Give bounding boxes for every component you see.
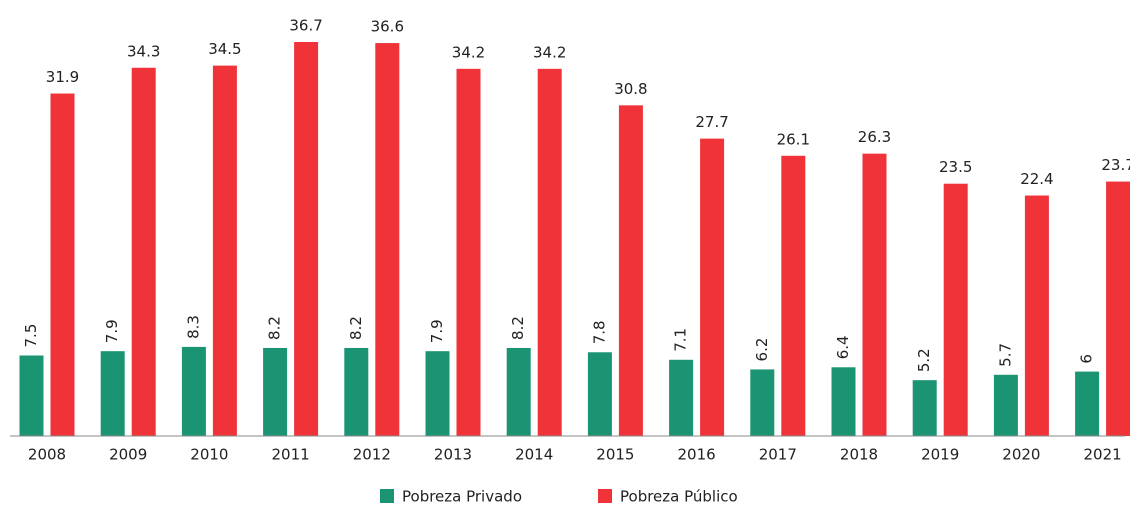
bar (294, 42, 319, 436)
value-label: 26.3 (858, 128, 891, 146)
x-tick-label: 2021 (1084, 446, 1122, 464)
value-label: 31.9 (46, 68, 79, 86)
bar (1075, 371, 1100, 436)
value-label: 34.2 (533, 43, 566, 61)
bar (375, 43, 400, 436)
bar (750, 369, 775, 436)
bar (831, 367, 856, 436)
x-tick-label: 2017 (759, 446, 797, 464)
legend-swatch (598, 489, 612, 503)
value-label: 30.8 (614, 80, 647, 98)
bar (700, 138, 725, 436)
bar (50, 93, 75, 436)
bar (456, 68, 481, 436)
bar (912, 380, 937, 436)
bar (19, 355, 44, 436)
value-label: 22.4 (1020, 170, 1053, 188)
value-label: 34.5 (208, 40, 241, 58)
bar (1106, 181, 1130, 436)
x-tick-label: 2011 (272, 446, 310, 464)
legend-label: Pobreza Público (620, 488, 738, 506)
value-label: 7.9 (103, 319, 121, 343)
value-label: 36.7 (289, 17, 322, 35)
x-tick-label: 2009 (109, 446, 147, 464)
bar (537, 68, 562, 436)
bar (862, 153, 887, 436)
value-label: 5.7 (996, 343, 1014, 367)
x-tick-label: 2015 (596, 446, 634, 464)
bar (212, 65, 237, 436)
value-label: 6.2 (753, 338, 771, 362)
value-label: 26.1 (777, 130, 810, 148)
bar (781, 155, 806, 436)
bar (506, 347, 531, 436)
value-label: 5.2 (915, 348, 933, 372)
value-label: 34.2 (452, 43, 485, 61)
bar (943, 183, 968, 436)
value-label: 8.3 (184, 315, 202, 339)
x-tick-label: 2016 (678, 446, 716, 464)
bar (425, 351, 450, 436)
value-label: 7.8 (590, 320, 608, 344)
x-tick-label: 2012 (353, 446, 391, 464)
bar (131, 67, 156, 436)
value-label: 7.5 (22, 324, 40, 348)
x-tick-label: 2010 (190, 446, 228, 464)
value-label: 36.6 (371, 18, 404, 36)
value-label: 7.9 (428, 319, 446, 343)
x-tick-label: 2019 (921, 446, 959, 464)
bar (993, 374, 1018, 436)
x-tick-label: 2018 (840, 446, 878, 464)
bar (669, 359, 694, 436)
bar (1024, 195, 1049, 436)
bar (263, 347, 288, 436)
value-label: 8.2 (347, 316, 365, 340)
legend-label: Pobreza Privado (402, 488, 522, 506)
bar (344, 347, 369, 436)
bar (587, 352, 612, 436)
x-tick-label: 2020 (1002, 446, 1040, 464)
value-label: 6 (1078, 354, 1096, 364)
bar (100, 351, 125, 436)
value-label: 8.2 (266, 316, 284, 340)
value-label: 8.2 (509, 316, 527, 340)
value-label: 34.3 (127, 42, 160, 60)
bar (181, 346, 206, 436)
bar (618, 105, 643, 436)
value-label: 27.7 (695, 113, 728, 131)
x-tick-label: 2014 (515, 446, 553, 464)
value-label: 23.7 (1101, 156, 1130, 174)
x-tick-label: 2008 (28, 446, 66, 464)
value-label: 6.4 (834, 335, 852, 359)
value-label: 7.1 (672, 328, 690, 352)
x-tick-label: 2013 (434, 446, 472, 464)
legend-swatch (380, 489, 394, 503)
value-label: 23.5 (939, 158, 972, 176)
